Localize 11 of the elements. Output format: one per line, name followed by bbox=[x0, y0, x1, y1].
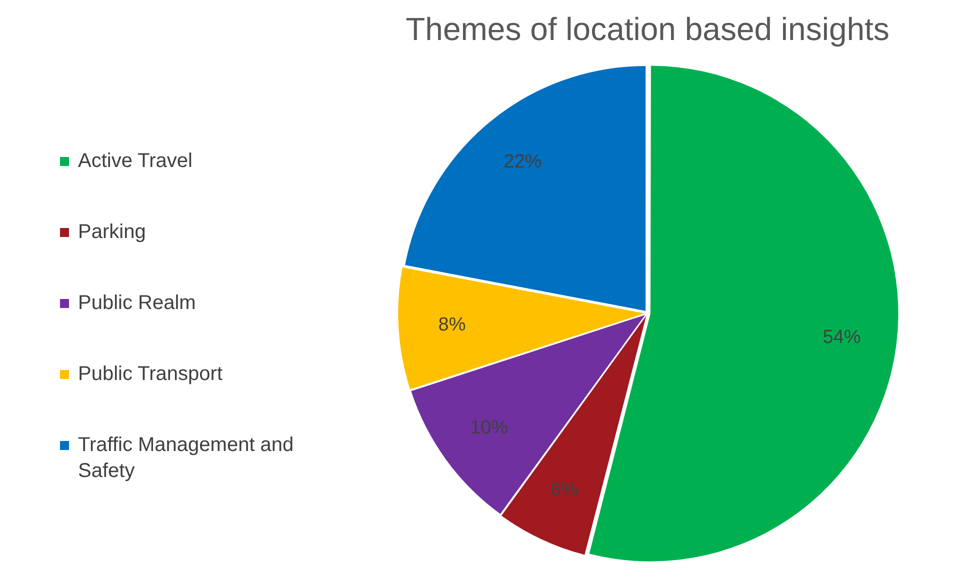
data-label: 8% bbox=[438, 314, 466, 336]
data-label: 10% bbox=[470, 418, 508, 439]
legend-label: Active Travel bbox=[78, 149, 192, 174]
legend-label: Parking bbox=[78, 220, 146, 245]
legend-label: Public Realm bbox=[78, 291, 196, 316]
data-label: 54% bbox=[822, 326, 861, 348]
chart-title: Themes of location based insights bbox=[406, 11, 890, 48]
data-label: 22% bbox=[504, 152, 542, 173]
legend-label: Traffic Management and Safety bbox=[78, 433, 295, 484]
data-label: 6% bbox=[550, 480, 578, 501]
legend-label: Public Transport bbox=[78, 362, 223, 387]
